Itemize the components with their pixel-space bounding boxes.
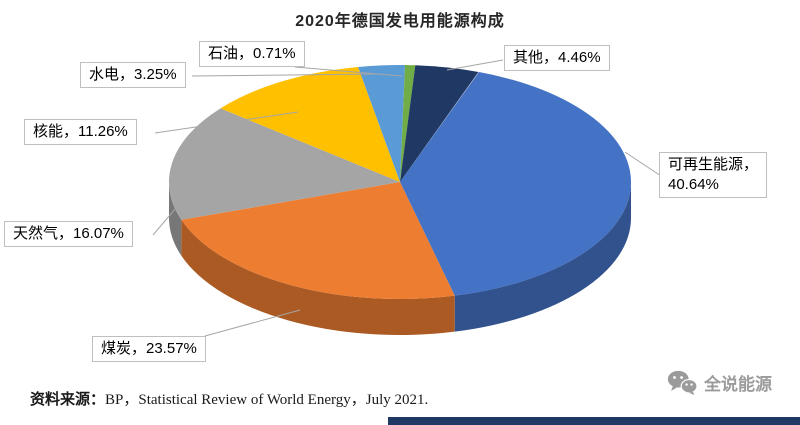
callout-hydro: 水电，3.25%: [80, 62, 186, 88]
source-text: BP，Statistical Review of World Energy，Ju…: [105, 392, 429, 408]
callout-other: 其他，4.46%: [504, 45, 610, 71]
callout-nuclear: 核能，11.26%: [24, 119, 137, 145]
source-label: 资料来源：: [30, 391, 106, 408]
brand-name: 全说能源: [704, 375, 772, 394]
callout-oil: 石油，0.71%: [199, 41, 305, 67]
callout-renewables: 可再生能源， 40.64%: [659, 152, 768, 198]
brand-logo: 全说能源: [667, 370, 772, 395]
chart-title: 2020年德国发电用能源构成: [295, 13, 505, 30]
callout-renewables-line1: 可再生能源，: [668, 156, 759, 173]
callout-coal: 煤炭，23.57%: [92, 336, 206, 362]
wechat-icon: [667, 370, 697, 395]
callout-gas: 天然气，16.07%: [4, 221, 133, 247]
callout-renewables-line2: 40.64%: [668, 176, 719, 193]
bottom-accent-bar: [388, 417, 800, 425]
source-note: 资料来源：BP，Statistical Review of World Ener…: [30, 388, 428, 409]
